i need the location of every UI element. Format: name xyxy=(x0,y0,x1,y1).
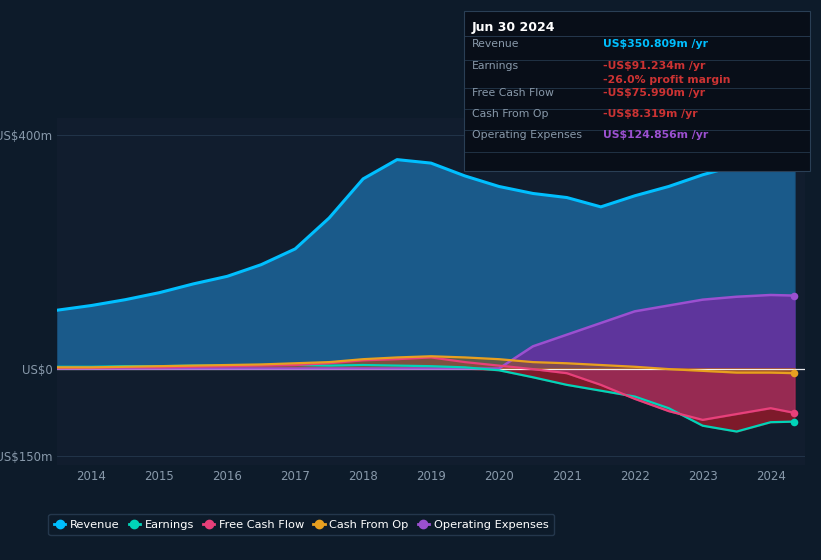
Text: -US$75.990m /yr: -US$75.990m /yr xyxy=(603,88,705,98)
Text: -26.0% profit margin: -26.0% profit margin xyxy=(603,75,731,85)
Text: Cash From Op: Cash From Op xyxy=(472,109,548,119)
Text: Free Cash Flow: Free Cash Flow xyxy=(472,88,554,98)
Text: -US$8.319m /yr: -US$8.319m /yr xyxy=(603,109,698,119)
Text: US$350.809m /yr: US$350.809m /yr xyxy=(603,39,709,49)
Point xyxy=(788,291,801,300)
Point xyxy=(788,368,801,377)
Text: Operating Expenses: Operating Expenses xyxy=(472,130,582,141)
Point xyxy=(788,417,801,426)
Point xyxy=(788,159,801,168)
Text: Revenue: Revenue xyxy=(472,39,520,49)
Text: Earnings: Earnings xyxy=(472,61,519,71)
Text: US$124.856m /yr: US$124.856m /yr xyxy=(603,130,709,141)
Point xyxy=(788,408,801,417)
Legend: Revenue, Earnings, Free Cash Flow, Cash From Op, Operating Expenses: Revenue, Earnings, Free Cash Flow, Cash … xyxy=(48,514,554,535)
Text: -US$91.234m /yr: -US$91.234m /yr xyxy=(603,61,706,71)
Text: Jun 30 2024: Jun 30 2024 xyxy=(472,21,556,34)
